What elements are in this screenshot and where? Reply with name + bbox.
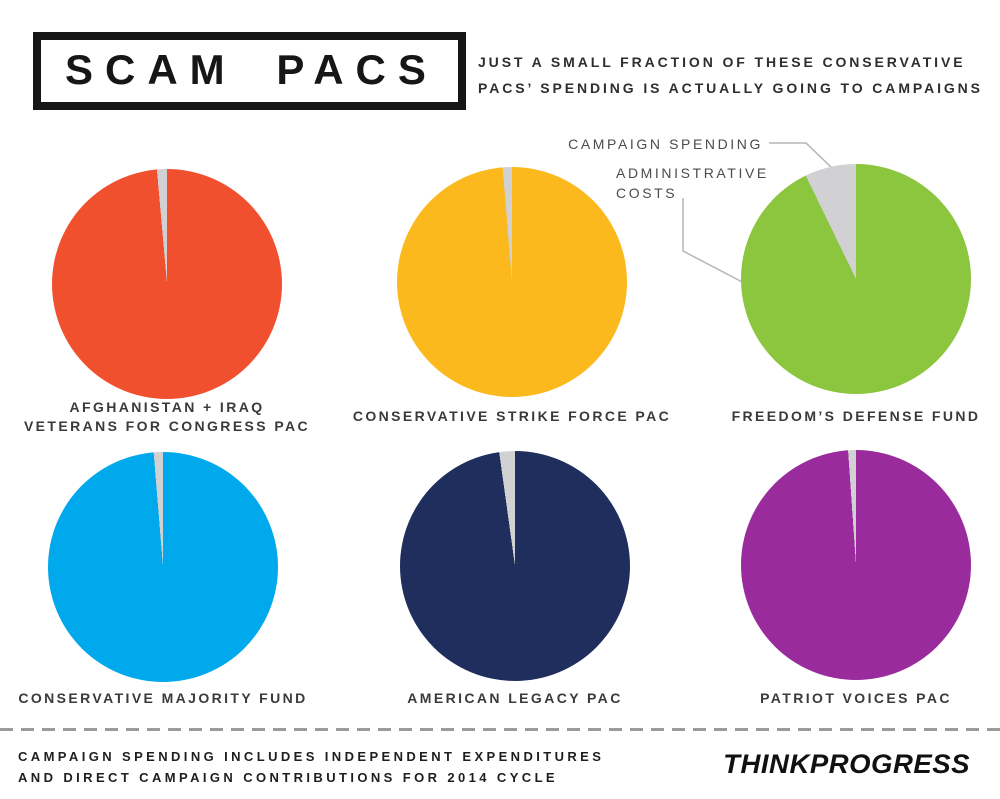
dashed-divider xyxy=(0,728,1000,731)
pie-label-line: CONSERVATIVE STRIKE FORCE PAC xyxy=(352,408,672,424)
pie-label-conservative-majority-fund: CONSERVATIVE MAJORITY FUND xyxy=(0,689,343,708)
campaign-spending-leader-line xyxy=(769,142,833,169)
admin-annotation-line-2: COSTS xyxy=(616,185,678,201)
pie-label-line: AFGHANISTAN + IRAQ xyxy=(69,399,265,415)
page-title: SCAM PACS xyxy=(65,46,438,93)
subtitle-line-1: JUST A SMALL FRACTION OF THESE CONSERVAT… xyxy=(478,54,966,70)
footer-note-line-2: AND DIRECT CAMPAIGN CONTRIBUTIONS FOR 20… xyxy=(18,770,558,785)
pie-american-legacy-pac xyxy=(400,451,630,681)
pie-label-line: CONSERVATIVE MAJORITY FUND xyxy=(18,690,308,706)
footer-note: CAMPAIGN SPENDING INCLUDES INDEPENDENT E… xyxy=(18,746,604,788)
administrative-costs-leader-line xyxy=(682,198,749,286)
pie-label-line: PATRIOT VOICES PAC xyxy=(760,690,952,706)
pie-label-american-legacy-pac: AMERICAN LEGACY PAC xyxy=(335,689,695,708)
administrative-costs-annotation: ADMINISTRATIVE COSTS xyxy=(616,163,769,203)
pie-label-line: VETERANS FOR CONGRESS PAC xyxy=(23,418,311,434)
admin-annotation-line-1: ADMINISTRATIVE xyxy=(616,165,769,181)
subtitle-line-2: PACS’ SPENDING IS ACTUALLY GOING TO CAMP… xyxy=(478,80,983,96)
pie-freedoms-defense-fund xyxy=(741,164,971,394)
pie-patriot-voices-pac xyxy=(741,450,971,680)
title-box: SCAM PACS xyxy=(33,32,466,110)
page-subtitle: JUST A SMALL FRACTION OF THESE CONSERVAT… xyxy=(478,49,983,101)
pie-conservative-strike-force-pac xyxy=(397,167,627,397)
pie-afghanistan-iraq-veterans-pac xyxy=(52,169,282,399)
pie-label-afghanistan-iraq-veterans-pac: AFGHANISTAN + IRAQ VETERANS FOR CONGRESS… xyxy=(0,398,347,436)
thinkprogress-logo: THINKPROGRESS xyxy=(723,749,970,779)
pie-label-line: FREEDOM’S DEFENSE FUND xyxy=(731,408,981,424)
campaign-spending-annotation: CAMPAIGN SPENDING xyxy=(568,136,763,152)
pie-conservative-majority-fund xyxy=(48,452,278,682)
footer-note-line-1: CAMPAIGN SPENDING INCLUDES INDEPENDENT E… xyxy=(18,749,605,764)
pie-label-line: AMERICAN LEGACY PAC xyxy=(407,690,623,706)
pie-label-conservative-strike-force-pac: CONSERVATIVE STRIKE FORCE PAC xyxy=(332,407,692,426)
pie-label-freedoms-defense-fund: FREEDOM’S DEFENSE FUND xyxy=(676,407,1000,426)
pie-label-patriot-voices-pac: PATRIOT VOICES PAC xyxy=(676,689,1000,708)
